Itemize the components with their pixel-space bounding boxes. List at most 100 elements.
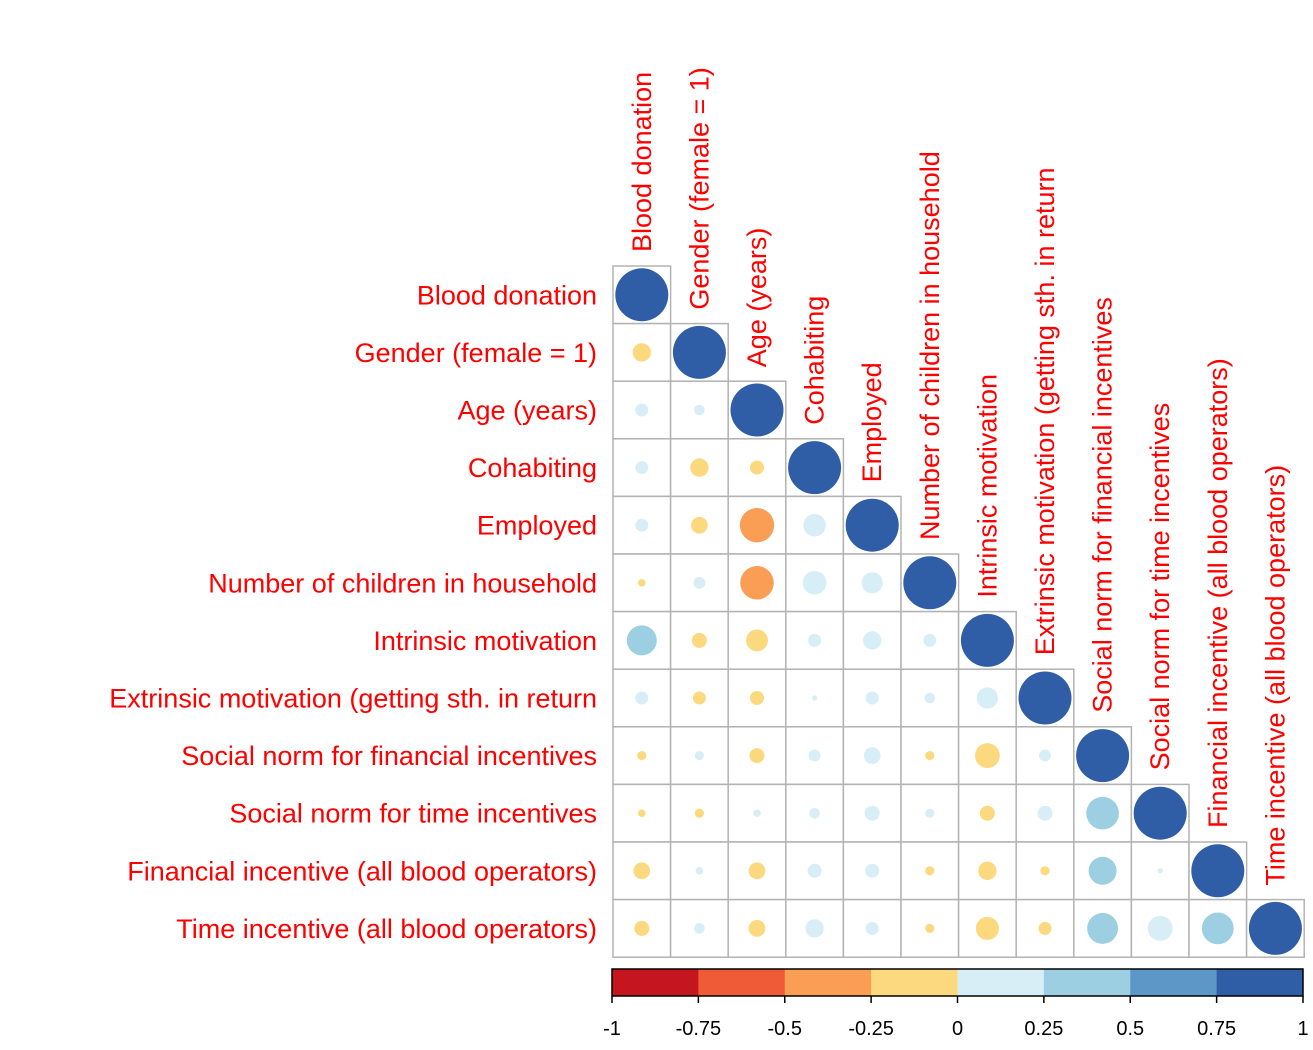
- correlation-circle: [691, 516, 708, 534]
- column-label: Social norm for financial incentives: [1088, 297, 1118, 713]
- row-label: Intrinsic motivation: [373, 626, 597, 656]
- column-label: Social norm for time incentives: [1145, 403, 1175, 771]
- colorbar-tick-label: 1: [1297, 1018, 1308, 1040]
- correlation-circle: [925, 808, 935, 818]
- correlation-circle: [978, 861, 997, 880]
- color-legend: -1 -0.75 -0.5 -0.25 0 0.25 0.5 0.75 1: [603, 968, 1309, 1040]
- row-label: Age (years): [457, 396, 597, 426]
- correlation-circle: [739, 508, 775, 543]
- correlation-circle: [753, 809, 761, 817]
- correlation-circle: [694, 404, 705, 416]
- correlation-circle: [925, 923, 935, 933]
- correlation-circle: [808, 749, 821, 762]
- correlation-circle: [1191, 844, 1245, 898]
- row-label: Social norm for financial incentives: [181, 741, 597, 771]
- colorbar-tick-label: -1: [603, 1018, 621, 1040]
- correlation-circle: [803, 513, 826, 537]
- correlation-circle: [976, 687, 999, 709]
- correlation-circle: [690, 458, 709, 477]
- column-label: Age (years): [742, 228, 772, 368]
- row-label: Cohabiting: [468, 453, 597, 483]
- correlation-circle: [635, 691, 649, 705]
- correlation-circle: [746, 629, 768, 652]
- colorbar-segment: [957, 969, 1045, 996]
- correlation-circle: [1248, 901, 1302, 955]
- correlation-circle: [692, 691, 706, 705]
- matrix-cell: [612, 610, 672, 670]
- correlation-circle: [924, 692, 936, 704]
- colorbar-tick-label: 0.5: [1116, 1018, 1144, 1040]
- row-label: Gender (female = 1): [355, 338, 597, 368]
- correlation-circle: [694, 808, 704, 818]
- correlation-circle: [1088, 856, 1117, 885]
- correlation-circle: [694, 923, 705, 934]
- row-label: Blood donation: [417, 280, 597, 310]
- correlation-circle: [637, 751, 647, 761]
- correlation-circle: [845, 498, 899, 552]
- colorbar-tick-label: -0.25: [848, 1018, 894, 1040]
- correlation-circle: [808, 633, 822, 647]
- column-label: Financial incentive (all blood operators…: [1203, 358, 1233, 828]
- colorbar-segment: [1130, 969, 1218, 996]
- correlation-circle: [1038, 921, 1052, 935]
- correlation-circle: [788, 441, 842, 495]
- correlation-circle: [638, 809, 646, 817]
- row-label: Number of children in household: [208, 568, 597, 598]
- correlation-circle: [1087, 912, 1119, 944]
- correlation-circle: [1201, 912, 1234, 945]
- column-label: Cohabiting: [800, 296, 830, 425]
- correlation-circle: [695, 867, 704, 875]
- correlation-circle: [635, 518, 649, 532]
- correlation-circle: [809, 807, 820, 819]
- correlation-circle: [863, 631, 882, 650]
- row-label: Financial incentive (all blood operators…: [127, 856, 597, 886]
- correlation-circle: [748, 862, 766, 880]
- correlation-circle: [805, 919, 824, 938]
- correlation-circle: [1133, 786, 1187, 840]
- colorbar-tick-label: 0.75: [1197, 1018, 1236, 1040]
- correlation-circle: [923, 633, 937, 647]
- correlation-circle: [861, 572, 883, 594]
- correlation-circle: [635, 461, 649, 475]
- correlation-circle: [925, 866, 935, 876]
- correlation-circles: [615, 268, 1302, 955]
- correlation-circle: [903, 556, 957, 610]
- matrix-cell: [785, 495, 845, 555]
- colorbar-segment: [612, 969, 699, 996]
- correlation-circle: [1039, 749, 1051, 762]
- correlation-circle: [1018, 671, 1072, 725]
- row-label: Extrinsic motivation (getting sth. in re…: [109, 684, 597, 714]
- correlation-circle: [1040, 866, 1050, 876]
- column-label: Blood donation: [627, 72, 657, 252]
- correlation-circle: [974, 743, 1000, 769]
- correlation-circle: [925, 751, 935, 761]
- correlation-circle: [635, 403, 649, 417]
- correlation-circle: [865, 863, 880, 878]
- colorbar-segment: [1216, 969, 1304, 996]
- column-label: Employed: [857, 362, 887, 482]
- colorbar-tick-label: 0: [952, 1018, 963, 1040]
- correlation-circle: [1147, 915, 1173, 941]
- correlation-circle: [865, 691, 879, 705]
- correlation-circle: [1037, 805, 1053, 821]
- correlation-circle: [740, 566, 774, 600]
- row-labels: Blood donation Gender (female = 1) Age (ye…: [109, 280, 597, 944]
- column-label: Time incentive (all blood operators): [1260, 465, 1290, 886]
- correlation-circle: [694, 751, 704, 761]
- row-label: Time incentive (all blood operators): [176, 914, 597, 944]
- colorbar-segment: [871, 969, 958, 996]
- correlation-circle: [632, 343, 651, 362]
- correlation-circle: [1086, 796, 1119, 830]
- correlation-circle: [865, 921, 879, 935]
- correlation-circle: [633, 862, 651, 880]
- colorbar-segment: [1043, 969, 1131, 996]
- correlation-circle: [975, 916, 999, 940]
- correlation-circle: [960, 613, 1014, 667]
- column-label: Intrinsic motivation: [972, 374, 1002, 598]
- column-label: Number of children in household: [915, 151, 945, 540]
- correlation-circle: [863, 747, 881, 764]
- colorbar-segment: [784, 969, 872, 996]
- colorbar-tick-label: -0.5: [768, 1018, 802, 1040]
- row-label: Social norm for time incentives: [229, 799, 597, 829]
